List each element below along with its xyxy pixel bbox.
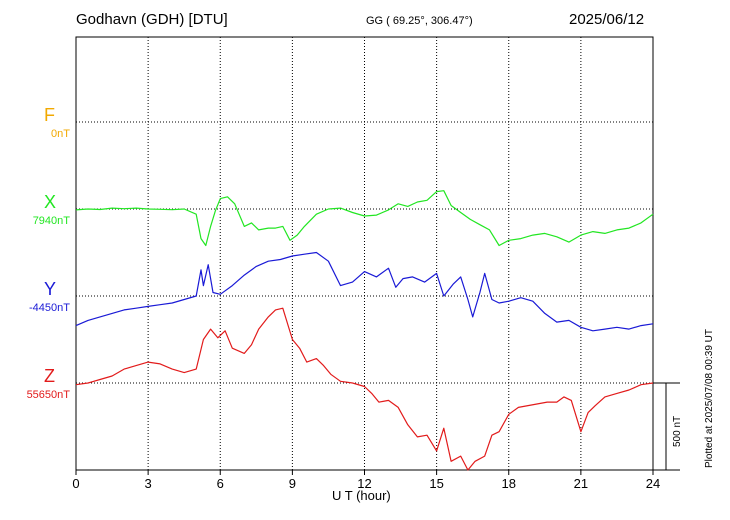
scale-bar xyxy=(653,382,680,471)
x-axis-label: U T (hour) xyxy=(332,488,391,503)
x-tick-label: 0 xyxy=(72,476,79,491)
trace-z xyxy=(75,307,654,471)
component-letter-y: Y xyxy=(44,279,57,299)
component-letter-f: F xyxy=(44,105,55,125)
x-tick-label: 18 xyxy=(502,476,516,491)
x-tick-label: 24 xyxy=(646,476,660,491)
trace-y xyxy=(75,251,654,332)
component-baseline-f: 0nT xyxy=(51,128,70,140)
component-baseline-z: 55650nT xyxy=(26,389,70,401)
x-tick-label: 9 xyxy=(289,476,296,491)
x-tick-label: 12 xyxy=(357,476,371,491)
x-tick-label: 6 xyxy=(217,476,224,491)
component-baseline-y: -4450nT xyxy=(29,302,70,314)
plotted-timestamp: Plotted at 2025/07/08 00:39 UT xyxy=(704,329,715,468)
trace-x xyxy=(75,190,654,247)
station-title: Godhavn (GDH) [DTU] xyxy=(76,11,228,28)
plot-date: 2025/06/12 xyxy=(569,11,645,28)
scale-bar-label: 500 nT xyxy=(672,415,683,447)
station-coordinates: GG ( 69.25°, 306.47°) xyxy=(366,15,473,27)
x-tick-label: 15 xyxy=(429,476,443,491)
x-tick-label: 21 xyxy=(574,476,588,491)
plot-grid xyxy=(76,37,653,470)
component-letter-x: X xyxy=(44,192,57,212)
x-axis-ticks: 0 3 6 9 12 15 18 21 24 xyxy=(72,470,660,491)
data-traces xyxy=(75,190,654,471)
component-letter-z: Z xyxy=(44,366,55,386)
x-tick-label: 3 xyxy=(145,476,152,491)
component-baseline-x: 7940nT xyxy=(32,215,70,227)
